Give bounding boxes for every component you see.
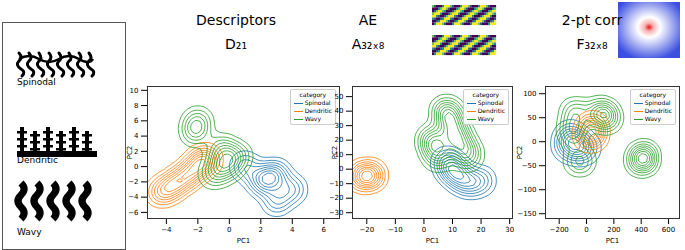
html-text:F₃₂ₓ₈: F₃₂ₓ₈ bbox=[576, 36, 608, 52]
html-text:category: category bbox=[639, 91, 667, 98]
svg-text:2: 2 bbox=[134, 148, 138, 156]
html-text:Wavy: Wavy bbox=[477, 115, 494, 122]
svg-text:PC1: PC1 bbox=[237, 237, 251, 245]
svg-text:−20: −20 bbox=[330, 194, 344, 202]
svg-text:−100: −100 bbox=[517, 186, 536, 194]
svg-text:PC2: PC2 bbox=[126, 146, 134, 160]
svg-text:6: 6 bbox=[322, 226, 327, 234]
svg-text:4: 4 bbox=[134, 132, 139, 140]
svg-text:50: 50 bbox=[528, 114, 537, 122]
svg-text:20: 20 bbox=[477, 226, 486, 234]
svg-text:−200: −200 bbox=[550, 226, 569, 234]
html-text:AE: AE bbox=[358, 12, 378, 28]
html-text:Spinodal: Spinodal bbox=[304, 99, 331, 106]
svg-text:50: 50 bbox=[335, 93, 344, 101]
html-text:Dendritic: Dendritic bbox=[304, 107, 332, 114]
svg-text:PC2: PC2 bbox=[331, 146, 339, 160]
svg-text:−20: −20 bbox=[359, 226, 374, 234]
svg-text:Spinodal: Spinodal bbox=[17, 77, 56, 87]
svg-text:PC2: PC2 bbox=[516, 146, 524, 160]
svg-text:0: 0 bbox=[227, 226, 231, 234]
svg-text:6: 6 bbox=[134, 117, 139, 125]
html-text:2-pt corr: 2-pt corr bbox=[561, 12, 623, 28]
svg-text:0: 0 bbox=[422, 226, 426, 234]
svg-text:PC1: PC1 bbox=[606, 237, 620, 245]
svg-text:30: 30 bbox=[335, 122, 344, 130]
svg-text:PC1: PC1 bbox=[426, 237, 440, 245]
html-text:D₂₁: D₂₁ bbox=[225, 36, 247, 52]
html-text:Dendritic: Dendritic bbox=[477, 107, 505, 114]
svg-text:400: 400 bbox=[635, 226, 648, 234]
html-text:A₃₂ₓ₈: A₃₂ₓ₈ bbox=[351, 36, 385, 52]
svg-text:4: 4 bbox=[290, 226, 295, 234]
svg-text:200: 200 bbox=[607, 226, 620, 234]
svg-text:10: 10 bbox=[130, 87, 139, 95]
svg-text:−50: −50 bbox=[522, 162, 537, 170]
svg-text:8: 8 bbox=[134, 102, 138, 110]
svg-text:40: 40 bbox=[335, 107, 344, 115]
html-text:category: category bbox=[472, 91, 500, 98]
svg-text:30: 30 bbox=[505, 226, 514, 234]
svg-text:0: 0 bbox=[532, 138, 536, 146]
svg-text:−2: −2 bbox=[128, 178, 138, 186]
svg-text:−10: −10 bbox=[388, 226, 403, 234]
svg-text:−150: −150 bbox=[517, 210, 536, 218]
svg-text:−4: −4 bbox=[128, 193, 139, 201]
svg-text:100: 100 bbox=[523, 90, 536, 98]
svg-text:20: 20 bbox=[335, 136, 344, 144]
svg-text:−6: −6 bbox=[128, 209, 139, 217]
svg-text:Wavy: Wavy bbox=[17, 227, 42, 237]
html-text:Dendritic: Dendritic bbox=[644, 107, 672, 114]
html-text:Descriptors: Descriptors bbox=[196, 12, 276, 28]
svg-text:−30: −30 bbox=[330, 209, 344, 217]
svg-text:600: 600 bbox=[662, 226, 675, 234]
html-text:Spinodal: Spinodal bbox=[477, 99, 504, 106]
html-text:Wavy: Wavy bbox=[304, 115, 321, 122]
html-text:Wavy: Wavy bbox=[644, 115, 661, 122]
svg-text:Dendritic: Dendritic bbox=[17, 155, 58, 165]
svg-text:−4: −4 bbox=[161, 226, 172, 234]
svg-text:0: 0 bbox=[339, 165, 343, 173]
svg-text:0: 0 bbox=[584, 226, 588, 234]
svg-text:−2: −2 bbox=[193, 226, 203, 234]
svg-text:0: 0 bbox=[134, 163, 138, 171]
html-text:Spinodal: Spinodal bbox=[644, 99, 671, 106]
svg-text:10: 10 bbox=[448, 226, 457, 234]
svg-text:−10: −10 bbox=[330, 180, 344, 188]
svg-text:2: 2 bbox=[259, 226, 263, 234]
html-text:category: category bbox=[299, 91, 327, 98]
